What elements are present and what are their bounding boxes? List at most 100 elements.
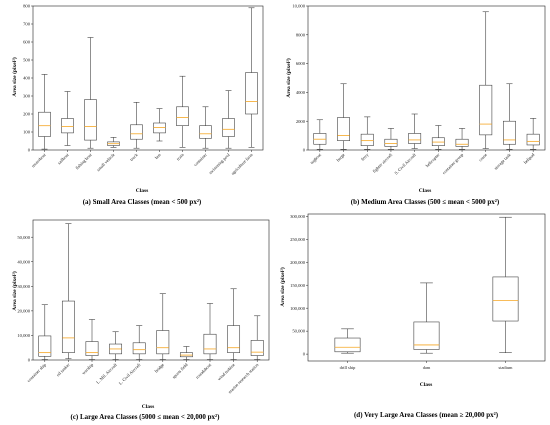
panel-c-ytick-label: 50,000	[17, 235, 30, 241]
panel-a-sailboat-label: sailboat	[57, 152, 71, 166]
panel-c-marine-research-station-box	[250, 340, 264, 356]
panel-d-stadium-box	[492, 276, 519, 322]
panel-b-fighter-aircraft-label: fighter aircraft	[372, 152, 394, 174]
panel-b-ytick-label: 2000	[296, 119, 306, 124]
panel-a-fishing-boat-label: fishing boat	[74, 152, 93, 171]
panel-b-plot: 0 2000 4000 6000 8000 10,000 tugboat barge ferry…	[292, 4, 546, 176]
panel-d-ytick-label: 100,000	[290, 306, 306, 312]
panel-b-helicopter-label: helicopter	[425, 152, 441, 168]
panel-b-barge-box	[337, 117, 350, 141]
panel-c-caption: (c) Large Area Classes (5000 ≤ mean < 20…	[70, 413, 220, 421]
panel-c-sports-field-label: sports field	[171, 362, 189, 380]
panel-c-roundabout-label: roundabout	[195, 362, 213, 380]
panel-a-agriculture-farm-label: agriculture farm	[230, 152, 254, 176]
panel-b-helipad-box	[526, 133, 540, 146]
panel-b-ytick-label: 8000	[296, 32, 306, 37]
panel-b-frame	[307, 5, 546, 151]
panel-c-oil-tanker-box	[61, 300, 75, 353]
panel-c-ytick-label: 10,000	[17, 333, 30, 339]
panel-b-tugboat-label: tugboat	[309, 152, 322, 165]
panel-d-dam-box	[413, 321, 440, 350]
panel-a-train-box	[176, 106, 189, 126]
panel-d-caption: (d) Very Large Area Classes (mean ≥ 20,0…	[354, 411, 499, 419]
panel-b-ytick-label: 0	[303, 148, 306, 153]
panel-b-caption: (b) Medium Area Classes (500 ≤ mean < 50…	[351, 198, 500, 206]
panel-c-plot: 0 10,000 20,000 30,000 40,000 50,000 container…	[17, 219, 270, 394]
panel-a-swimming-pool-label: swimming pool	[208, 152, 231, 175]
panel-c-l-civil-aircraft-label: L. Civil Aircraft	[118, 362, 142, 386]
panel-a-plot: 0 100 200 300 400 500 600 700 800 motorboat sailbo…	[23, 4, 264, 176]
panel-c-container-ship-label: container ship	[26, 362, 48, 384]
panel-c-ytick-label: 20,000	[17, 308, 30, 314]
panel-b-ylabel: Area size (pixel²)	[285, 58, 292, 98]
panel-b-barge-label: barge	[335, 152, 345, 162]
panel-a-ytick-label: 400	[23, 76, 31, 81]
panel-a-ytick-label: 300	[23, 94, 31, 99]
panel-c-l-mil-aircraft-label: L. Mil. Aircraft	[95, 362, 118, 385]
panel-a-agriculture-farm-box	[245, 72, 258, 115]
panel-a-bus-label: bus	[154, 152, 162, 160]
panel-a-ytick-label: 600	[23, 40, 31, 45]
panel-b-ytick-label: 6000	[296, 61, 306, 66]
panel-b-ytick-label: 10,000	[292, 4, 305, 10]
panel-a-truck-label: truck	[129, 152, 139, 162]
panel-a-xlabel: Class	[136, 188, 149, 194]
panel-c-warship-label: warship	[81, 362, 95, 376]
panel-b-s-civil-aircraft-label: S. Civil Aircraft	[393, 152, 417, 176]
panel-b-ferry-box	[360, 133, 374, 146]
panel-a-container-label: container	[193, 152, 208, 167]
panel-a-ytick-label: 700	[23, 22, 31, 27]
panel-a-container-box	[199, 125, 212, 139]
panel-d-ytick-label: 50,000	[292, 329, 305, 335]
panel-d-plot: 0 50,000 100,000 150,000 200,000 250,000 300,0…	[290, 213, 546, 370]
panel-d-drill-ship-box	[334, 337, 361, 353]
panel-d-ytick-label: 0	[303, 352, 306, 357]
panel-d-drill-ship-label: drill ship	[340, 365, 357, 370]
panel-d-xlabel: Class	[420, 382, 433, 388]
panel-d-dam-label: dam	[423, 365, 431, 370]
panel-b-crane-label: crane	[478, 152, 488, 162]
panel-c-xlabel: Class	[142, 404, 155, 410]
panel-a-motorboat-box	[38, 111, 51, 137]
panel-c-container-ship-box	[38, 335, 52, 357]
panel-b-fighter-aircraft-box	[384, 138, 398, 147]
panel-c: Area size (pixel²) 0 10,000 20,000 30,000 40…	[11, 219, 270, 421]
panel-d: Area size (pixel²) 0 50,000 100,000 150,000…	[279, 213, 546, 419]
panel-d-ytick-label: 300,000	[290, 214, 306, 220]
panel-a: Area size (pixel²) 0 100 200 300 400 500 600 70…	[11, 4, 264, 206]
panel-a-swimming-pool-box	[222, 118, 235, 137]
panel-d-ytick-label: 250,000	[290, 237, 306, 243]
panel-b-storage-tank-box	[503, 120, 516, 145]
panel-a-ylabel: Area size (pixel²)	[11, 57, 18, 97]
panel-b-xlabel: Class	[419, 188, 432, 194]
panel-a-small-vehicle-label: small vehicle	[96, 152, 116, 172]
panel-c-wind-turbine-box	[227, 325, 241, 353]
panel-a-train-label: train	[175, 152, 185, 162]
panel-a-ytick-label: 800	[23, 4, 31, 9]
panel-d-stadium-label: stadium	[499, 365, 513, 370]
panel-a-caption: (a) Small Area Classes (mean < 500 px²)	[83, 198, 202, 206]
panel-a-sailboat-box	[61, 118, 74, 134]
panel-b-ferry-label: ferry	[360, 152, 370, 162]
panel-b-ytick-label: 4000	[296, 90, 306, 95]
panel-c-bridge-box	[156, 330, 170, 355]
panel-b-crane-box	[479, 84, 493, 136]
panel-c-ytick-label: 40,000	[17, 259, 30, 265]
panel-a-ytick-label: 100	[23, 130, 31, 135]
panel-c-ylabel: Area size (pixel²)	[11, 271, 18, 311]
panel-b-storage-tank-label: storage tank	[493, 152, 512, 171]
panel-b-s-civil-aircraft-box	[408, 133, 422, 144]
panel-c-frame	[32, 219, 270, 361]
panel-b-container-group-label: container group	[441, 152, 465, 176]
panel-c-warship-box	[85, 341, 99, 356]
panel-c-roundabout-box	[203, 333, 217, 355]
panel-c-l-civil-aircraft-box	[132, 342, 146, 355]
panel-d-ytick-label: 200,000	[290, 260, 306, 266]
panel-b-helipad-label: helipad	[523, 152, 536, 165]
panel-c-bridge-label: bridge	[154, 362, 166, 374]
panel-a-bus-box	[153, 122, 166, 134]
panel-c-ytick-label: 0	[28, 358, 31, 363]
panel-c-wind-turbine-label: wind turbine	[216, 362, 235, 381]
panel-d-ytick-label: 150,000	[290, 283, 306, 289]
